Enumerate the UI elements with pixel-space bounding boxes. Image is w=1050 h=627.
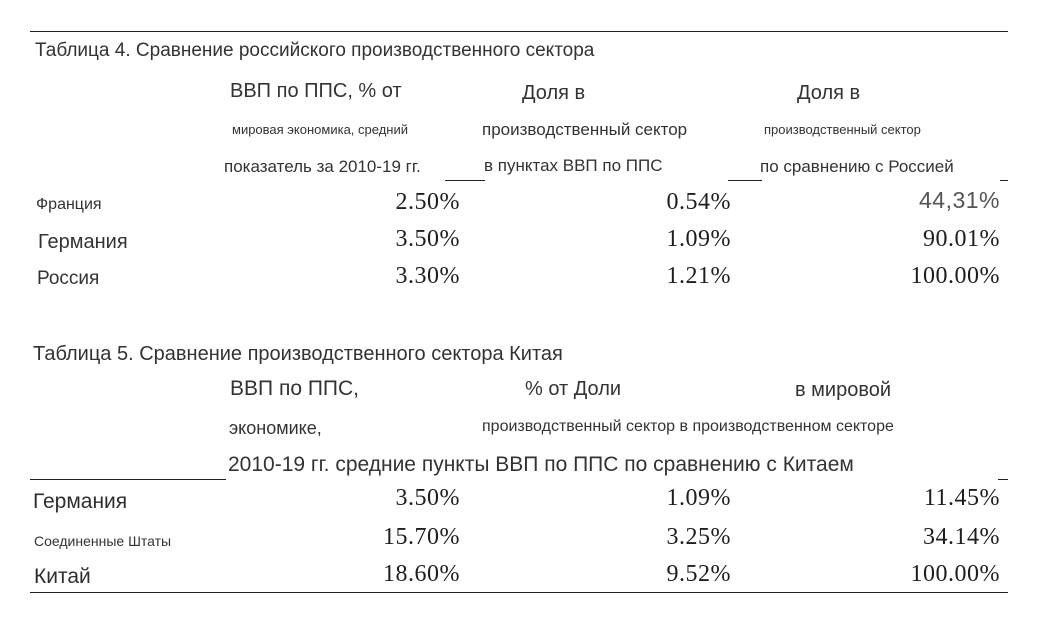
table-5-row-china-rel: 100.00% (910, 561, 1000, 587)
table-5-title: Таблица 5. Сравнение производственного с… (33, 343, 563, 365)
table-5-row-usa-gdp: 15.70% (383, 524, 460, 550)
table-4-col2-header-line1: Доля в (522, 82, 586, 104)
table-5-row-china-gdp: 18.60% (383, 561, 460, 587)
table-4-row-france-share: 0.54% (666, 189, 731, 215)
table-5-row-usa-share: 3.25% (666, 524, 731, 550)
table-5-row-china-label: Китай (34, 565, 91, 588)
table-4-row-france-label: Франция (36, 196, 102, 213)
table-5-header-r2-col1: экономике, (229, 418, 322, 438)
table-4-row-russia-share: 1.21% (666, 263, 731, 289)
table-4-row-france-gdp: 2.50% (395, 189, 460, 215)
table-4-col2-header-line2: производственный сектор (482, 120, 688, 139)
table-4-col1-header-line2: мировая экономика, средний (232, 122, 408, 137)
table-4-row-germany-rel: 90.01% (923, 226, 1000, 252)
table-5-bottom-rule (30, 592, 1008, 593)
table-4-header-rule-segment (728, 180, 762, 181)
table-4-col3-header-line3: по сравнению с Россией (760, 157, 954, 176)
table-5-row-usa-rel: 34.14% (923, 524, 1000, 550)
table-4-col3-header-line2: производственный сектор (764, 122, 921, 137)
table-5-row-germany-share: 1.09% (666, 485, 731, 511)
table-5-row-germany-label: Германия (33, 490, 128, 513)
table-4-top-rule (30, 31, 1008, 32)
table-4-col3-header-line1: Доля в (797, 82, 861, 104)
table-4-title: Таблица 4. Сравнение российского произво… (35, 40, 595, 61)
table-5-row-china-share: 9.52% (666, 561, 731, 587)
table-5-header-rule-segment (30, 479, 226, 480)
table-4-row-russia-label: Россия (37, 268, 100, 289)
table-4-col2-header-line3: в пунктах ВВП по ППС (484, 156, 663, 175)
table-4-col1-header-line3: показатель за 2010-19 гг. (224, 157, 421, 176)
table-5-row-germany-gdp: 3.50% (395, 485, 460, 511)
table-4-header-rule-segment (1000, 180, 1008, 181)
table-4-row-france-rel: 44,31% (918, 187, 1000, 213)
table-4-row-germany-share: 1.09% (666, 226, 731, 252)
table-4-col1-header-line1: ВВП по ППС, % от (230, 80, 402, 102)
table-4-row-russia-rel: 100.00% (910, 263, 1000, 289)
table-4-row-germany-label: Германия (38, 231, 128, 253)
table-5-header-rule-segment (998, 479, 1008, 480)
table-4-header-rule-segment (445, 180, 485, 181)
table-5-header-r1-col3: в мировой (795, 379, 892, 401)
table-5-row-usa-label: Соединенные Штаты (34, 533, 172, 549)
table-4-row-russia-gdp: 3.30% (395, 263, 460, 289)
table-5-header-r3: 2010-19 гг. средние пункты ВВП по ППС по… (228, 453, 854, 476)
table-5-header-r1-col2: % от Доли (525, 378, 622, 400)
table-5-header-r2-col2: производственный сектор в производственн… (482, 418, 894, 435)
table-5-header-r1-col1: ВВП по ППС, (230, 377, 360, 400)
table-5-row-germany-rel: 11.45% (923, 485, 1000, 511)
table-4-row-germany-gdp: 3.50% (395, 226, 460, 252)
